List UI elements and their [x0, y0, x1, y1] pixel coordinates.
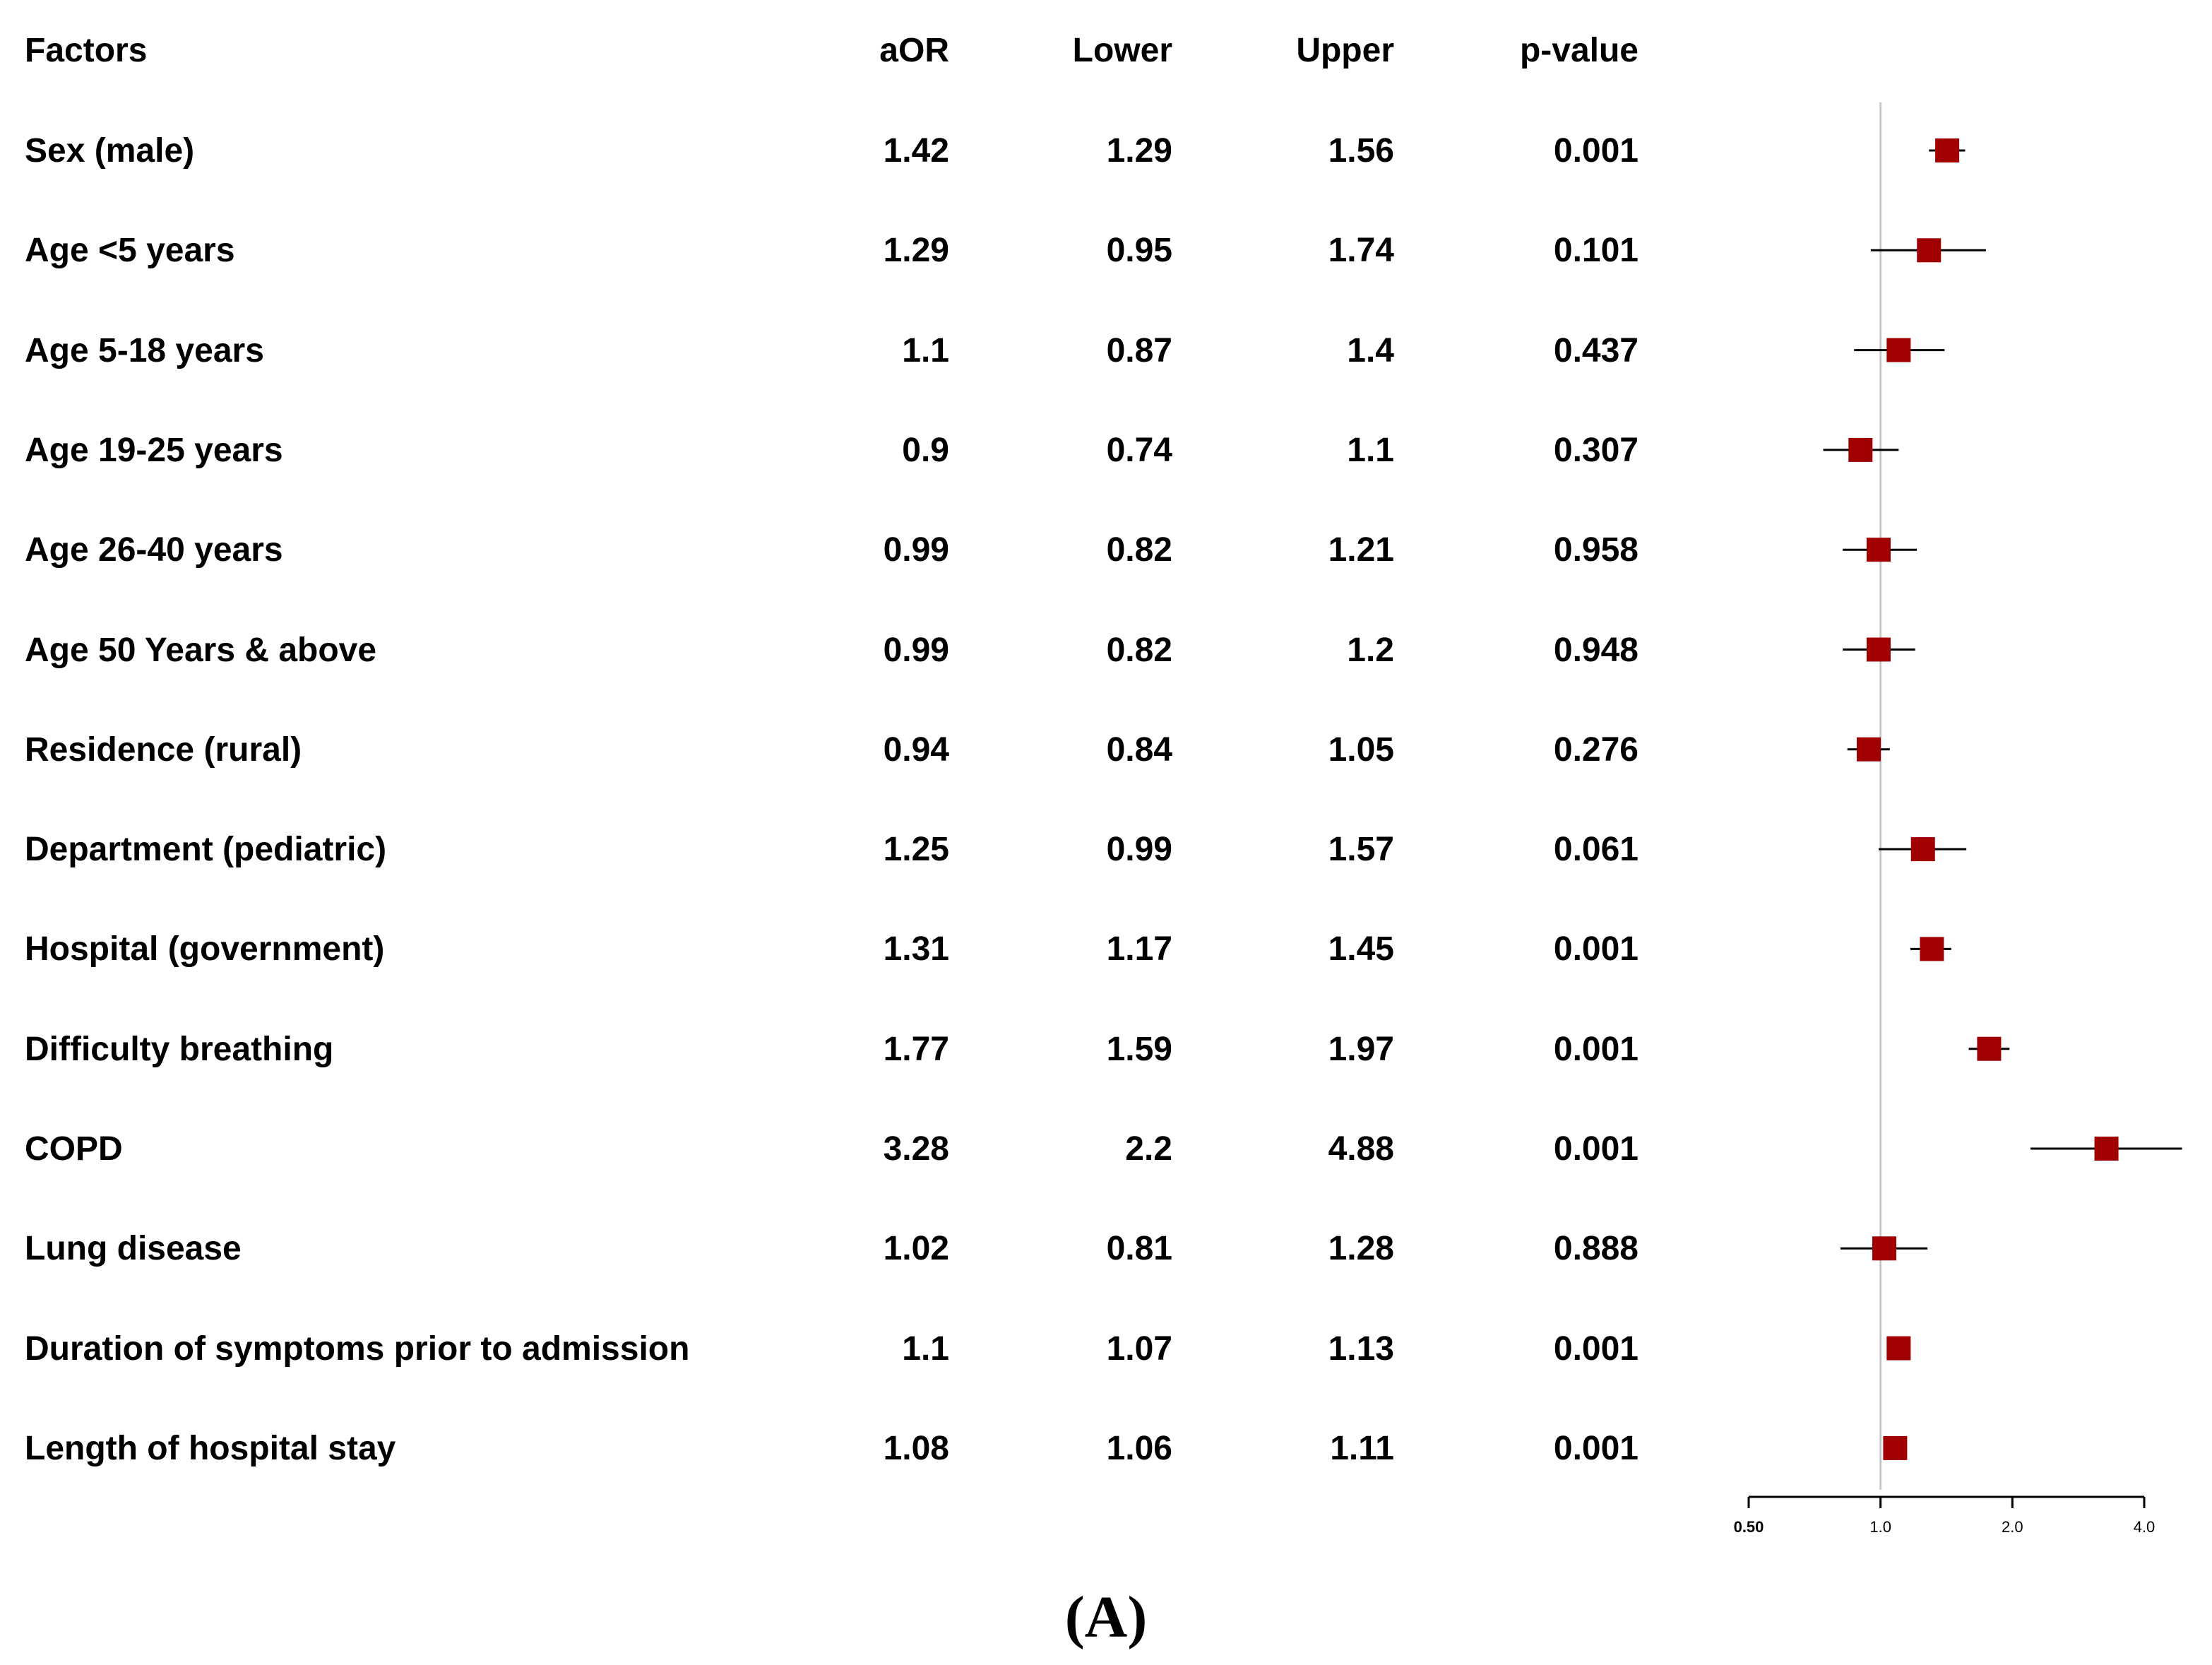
header-pvalue: p-value [1519, 32, 1639, 69]
aor-value: 1.42 [883, 132, 949, 170]
aor-value: 0.99 [883, 631, 949, 669]
factor-label: Age 5-18 years [25, 331, 264, 369]
lower-value: 0.82 [1106, 531, 1172, 569]
aor-value: 0.99 [883, 531, 949, 569]
aor-value: 1.08 [883, 1429, 949, 1467]
aor-value: 1.25 [883, 831, 949, 869]
estimate-marker [1866, 637, 1891, 662]
factor-label: Age 50 Years & above [25, 631, 377, 669]
upper-value: 1.2 [1347, 631, 1394, 669]
lower-value: 0.99 [1106, 831, 1172, 869]
estimate-marker [1910, 837, 1935, 862]
estimate-marker [1848, 437, 1873, 462]
factor-label: Department (pediatric) [25, 831, 387, 869]
factor-label: Age <5 years [25, 232, 235, 270]
x-tick-label: 0.50 [1734, 1518, 1764, 1536]
x-tick-label: 4.0 [2134, 1518, 2155, 1536]
aor-value: 1.1 [902, 331, 949, 369]
upper-value: 4.88 [1328, 1130, 1394, 1168]
factor-label: COPD [25, 1130, 123, 1168]
p-value: 0.888 [1553, 1230, 1639, 1268]
factor-label: Age 26-40 years [25, 531, 283, 569]
lower-value: 1.06 [1106, 1429, 1172, 1467]
factor-label: Sex (male) [25, 132, 195, 170]
aor-value: 1.77 [883, 1030, 949, 1068]
p-value: 0.061 [1553, 831, 1639, 869]
lower-value: 1.07 [1106, 1329, 1172, 1368]
upper-value: 1.28 [1328, 1230, 1394, 1268]
lower-value: 0.95 [1106, 232, 1172, 270]
x-tick-label: 2.0 [2002, 1518, 2023, 1536]
estimate-marker [1920, 937, 1944, 961]
lower-value: 0.81 [1106, 1230, 1172, 1268]
factor-label: Difficulty breathing [25, 1030, 334, 1068]
aor-value: 0.94 [883, 730, 949, 769]
aor-value: 1.02 [883, 1230, 949, 1268]
lower-value: 1.29 [1106, 132, 1172, 170]
lower-value: 0.74 [1106, 431, 1172, 469]
upper-value: 1.11 [1330, 1429, 1394, 1467]
header-factors: Factors [25, 32, 148, 69]
estimate-marker [1883, 1435, 1908, 1460]
factor-label: Residence (rural) [25, 730, 302, 769]
aor-value: 0.9 [902, 431, 949, 469]
p-value: 0.958 [1553, 531, 1639, 569]
aor-value: 1.31 [883, 930, 949, 968]
upper-value: 1.57 [1328, 831, 1394, 869]
p-value: 0.001 [1553, 1429, 1639, 1467]
p-value: 0.307 [1553, 431, 1639, 469]
p-value: 0.276 [1553, 730, 1639, 769]
lower-value: 0.82 [1106, 631, 1172, 669]
estimate-marker [1866, 538, 1891, 562]
p-value: 0.101 [1553, 232, 1639, 270]
p-value: 0.001 [1553, 1329, 1639, 1368]
aor-value: 1.29 [883, 232, 949, 270]
upper-value: 1.13 [1328, 1329, 1394, 1368]
estimate-marker [1872, 1236, 1896, 1261]
p-value: 0.001 [1553, 930, 1639, 968]
upper-value: 1.74 [1328, 232, 1394, 270]
estimate-marker [1886, 1336, 1911, 1361]
x-tick-label: 1.0 [1869, 1518, 1891, 1536]
upper-value: 1.21 [1328, 531, 1394, 569]
factor-label: Duration of symptoms prior to admission [25, 1329, 690, 1368]
estimate-marker [1935, 138, 1960, 162]
upper-value: 1.97 [1328, 1030, 1394, 1068]
aor-value: 1.1 [902, 1329, 949, 1368]
lower-value: 2.2 [1125, 1130, 1172, 1168]
upper-value: 1.4 [1347, 331, 1394, 369]
estimate-marker [1917, 238, 1942, 263]
p-value: 0.001 [1553, 1030, 1639, 1068]
p-value: 0.001 [1553, 1130, 1639, 1168]
lower-value: 1.59 [1106, 1030, 1172, 1068]
lower-value: 0.87 [1106, 331, 1172, 369]
upper-value: 1.1 [1347, 431, 1394, 469]
estimate-marker [1857, 737, 1881, 762]
lower-value: 0.84 [1106, 730, 1172, 769]
factor-label: Hospital (government) [25, 930, 385, 968]
p-value: 0.001 [1553, 132, 1639, 170]
estimate-marker [1886, 338, 1911, 362]
estimate-marker [2094, 1137, 2119, 1161]
header-lower: Lower [1072, 32, 1172, 69]
upper-value: 1.05 [1328, 730, 1394, 769]
upper-value: 1.45 [1328, 930, 1394, 968]
p-value: 0.437 [1553, 331, 1639, 369]
factor-label: Age 19-25 years [25, 431, 283, 469]
panel-label: (A) [1064, 1584, 1148, 1650]
header-upper: Upper [1296, 32, 1394, 69]
header-aor: aOR [879, 32, 949, 69]
upper-value: 1.56 [1328, 132, 1394, 170]
estimate-marker [1977, 1036, 2002, 1061]
p-value: 0.948 [1553, 631, 1639, 669]
factor-label: Lung disease [25, 1230, 242, 1268]
factor-label: Length of hospital stay [25, 1429, 396, 1467]
lower-value: 1.17 [1106, 930, 1172, 968]
aor-value: 3.28 [883, 1130, 949, 1168]
